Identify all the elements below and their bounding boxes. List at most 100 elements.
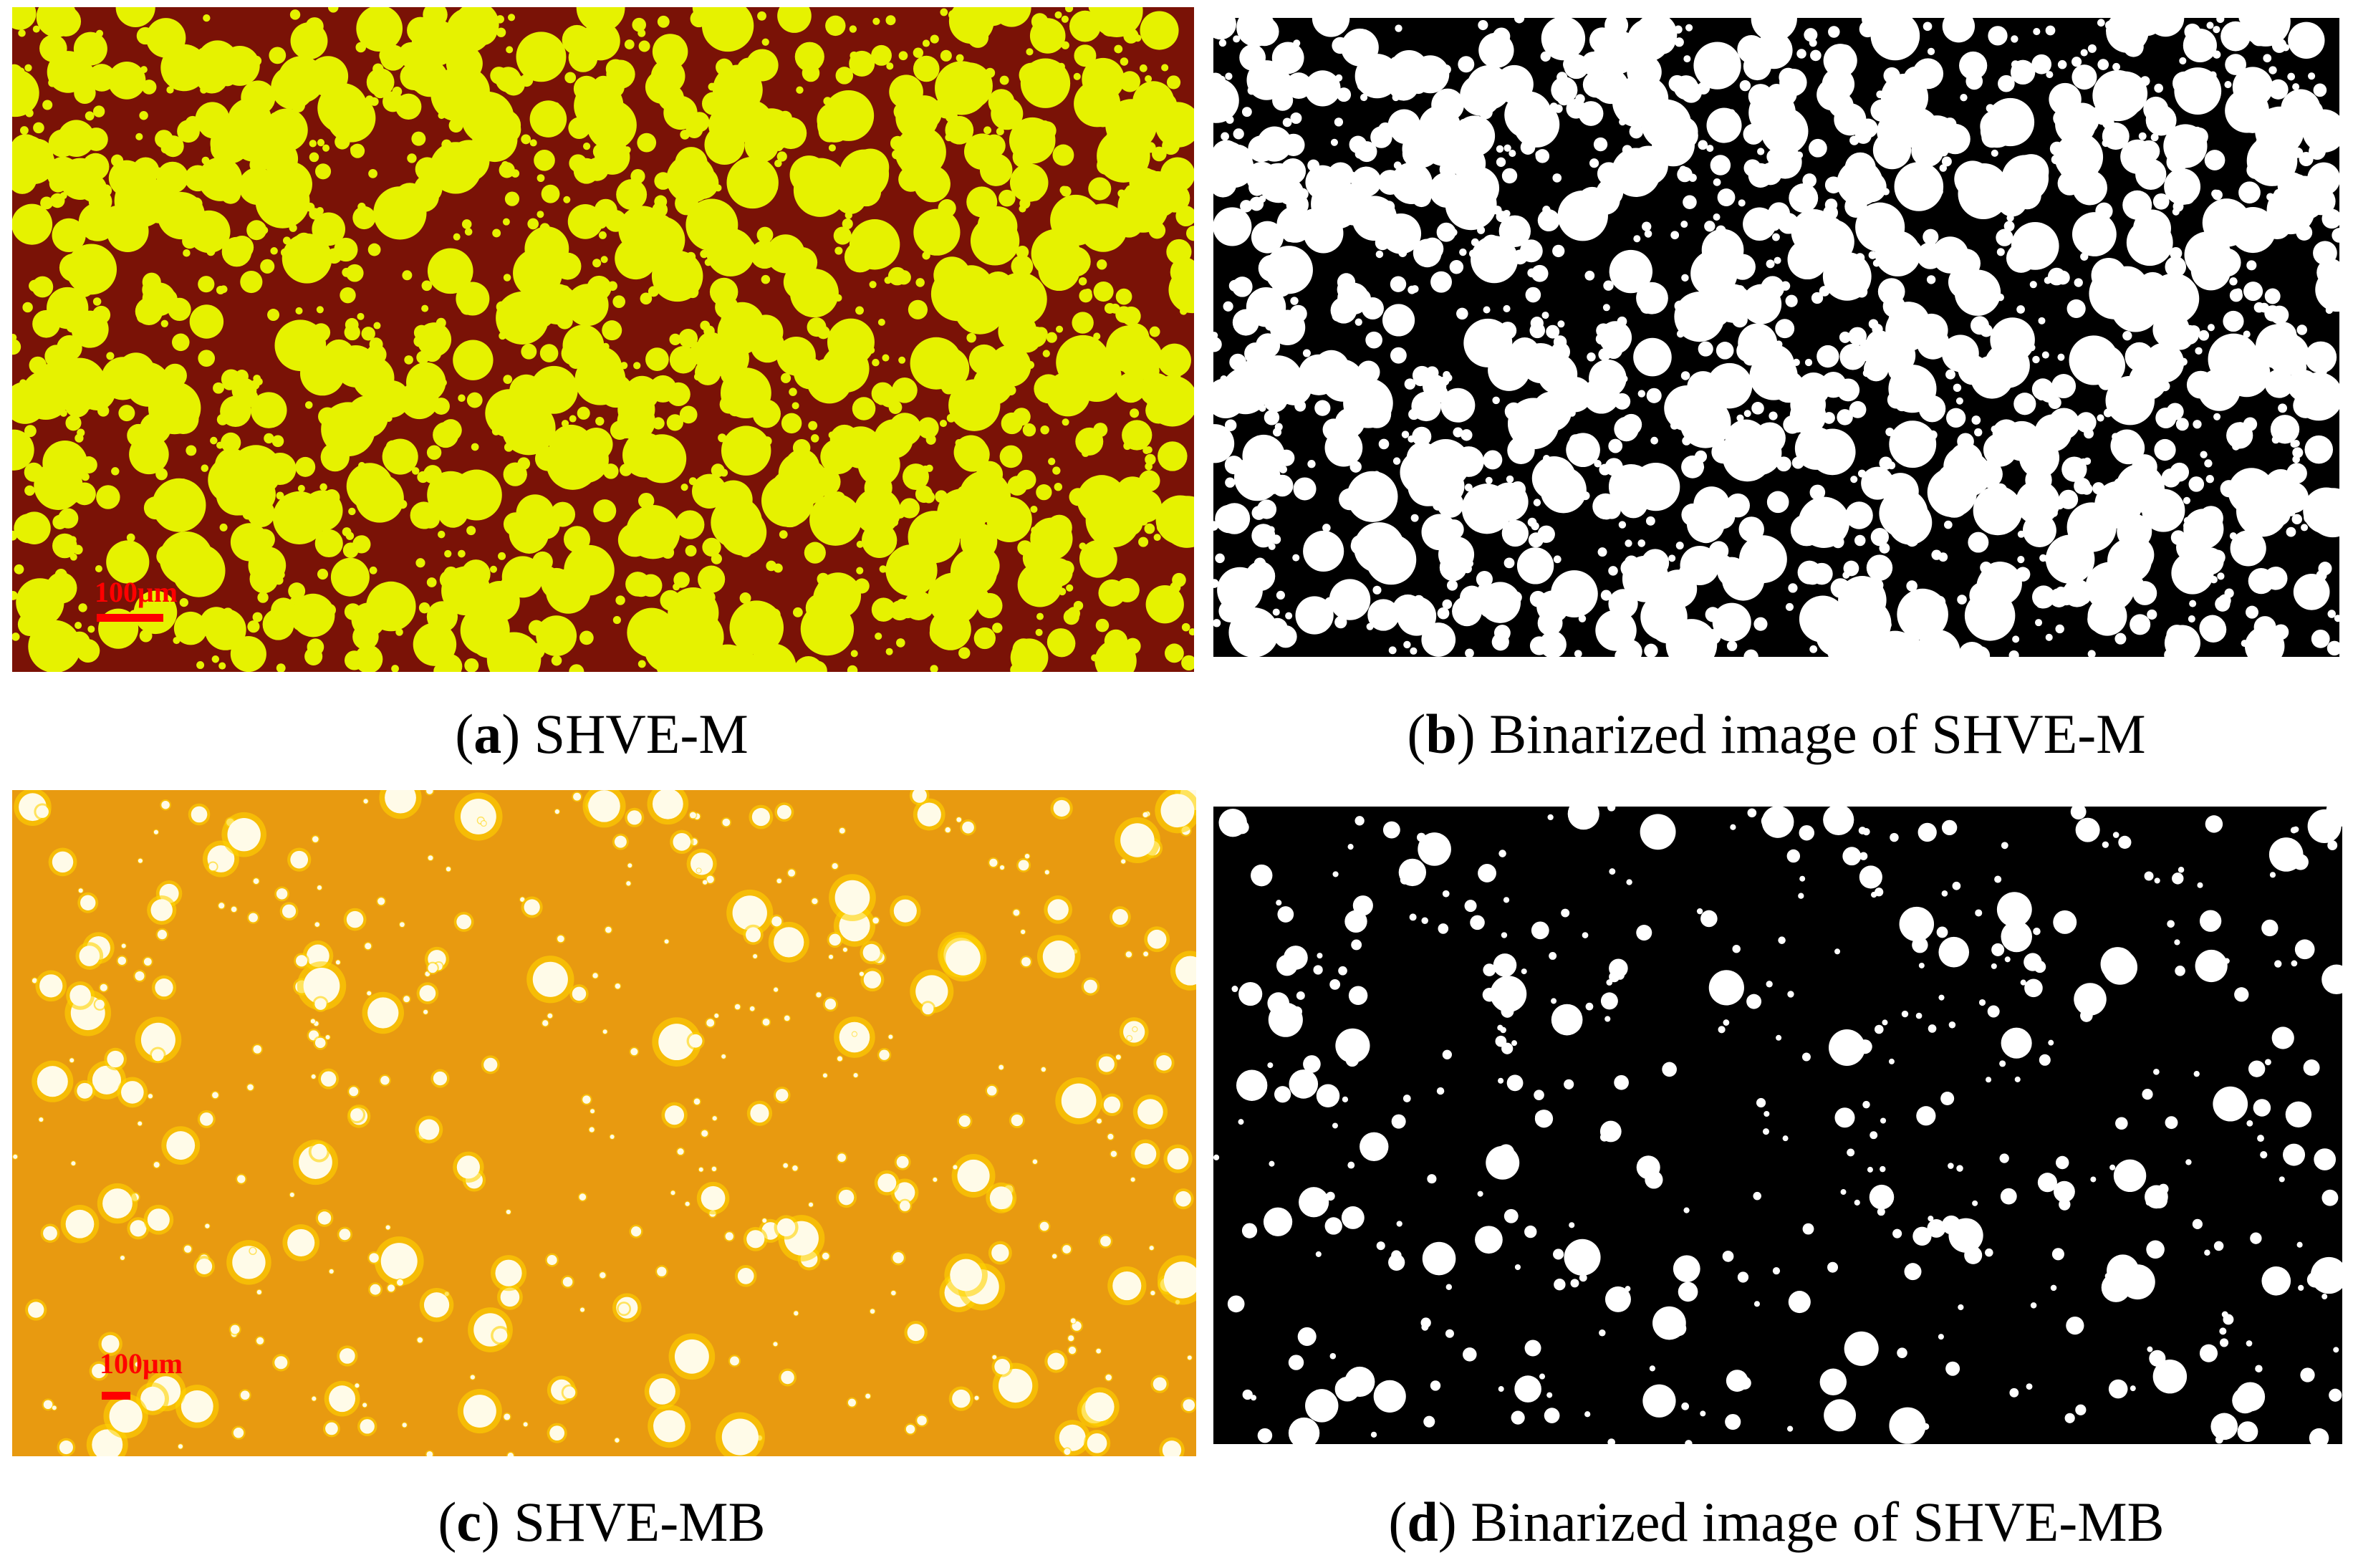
droplet <box>2174 939 2180 946</box>
droplet <box>2326 640 2339 656</box>
droplet <box>428 963 438 973</box>
droplet <box>2192 1218 2203 1229</box>
droplet <box>529 259 537 267</box>
droplet <box>1113 14 1121 22</box>
droplet <box>437 654 463 672</box>
droplet <box>1599 1329 1606 1337</box>
droplet <box>891 1290 896 1296</box>
droplet <box>788 869 796 877</box>
droplet <box>1324 1217 1342 1235</box>
droplet <box>1256 499 1277 519</box>
droplet <box>170 31 184 45</box>
droplet <box>109 1399 143 1433</box>
droplet <box>1315 1251 1322 1257</box>
droplet <box>1915 1012 1923 1019</box>
droplet <box>1998 74 2015 92</box>
droplet <box>1149 326 1160 337</box>
droplet <box>296 175 304 183</box>
droplet <box>2278 403 2287 413</box>
droplet <box>2087 44 2097 53</box>
droplet <box>1354 522 1405 573</box>
droplet <box>1001 412 1023 435</box>
droplet <box>2230 530 2266 567</box>
droplet <box>2139 245 2149 255</box>
droplet <box>1277 906 1294 923</box>
droplet <box>1907 636 1920 649</box>
droplet <box>2273 624 2289 640</box>
droplet <box>1334 441 1350 456</box>
droplet <box>1839 331 1851 343</box>
droplet <box>2033 927 2041 935</box>
droplet <box>678 329 698 348</box>
droplet <box>1274 625 1297 648</box>
droplet <box>1609 868 1616 875</box>
droplet <box>403 996 410 1003</box>
droplet <box>1986 104 1995 112</box>
droplet <box>1289 1069 1319 1099</box>
droplet <box>1857 1039 1872 1054</box>
droplet <box>2037 1173 2057 1193</box>
droplet <box>1142 812 1148 818</box>
droplet <box>277 571 285 579</box>
droplet <box>433 1071 448 1086</box>
droplet <box>2050 1284 2057 1292</box>
droplet <box>1294 400 1307 412</box>
droplet <box>282 233 332 284</box>
droplet <box>532 961 568 997</box>
droplet <box>751 318 770 337</box>
droplet <box>323 339 355 370</box>
droplet <box>1938 552 1948 562</box>
droplet <box>1213 424 1235 463</box>
droplet <box>37 1066 68 1097</box>
droplet <box>115 7 155 27</box>
droplet <box>2205 815 2223 833</box>
droplet <box>1981 126 2003 148</box>
droplet <box>196 61 228 94</box>
droplet <box>774 117 807 150</box>
droplet <box>419 985 436 1001</box>
droplet <box>1763 377 1780 394</box>
droplet <box>952 1389 971 1408</box>
droplet <box>871 382 895 405</box>
droplet <box>1079 539 1117 578</box>
droplet <box>1594 460 1602 468</box>
droplet <box>2263 476 2274 487</box>
droplet <box>12 633 20 641</box>
droplet <box>1251 295 1276 321</box>
droplet <box>559 285 570 296</box>
droplet <box>1834 103 1867 136</box>
droplet <box>576 7 625 32</box>
droplet <box>460 482 472 495</box>
droplet <box>2173 74 2188 88</box>
droplet <box>637 133 657 153</box>
droplet <box>1440 388 1476 423</box>
droplet <box>345 264 364 282</box>
droplet <box>1978 999 1986 1006</box>
droplet <box>1501 1042 1514 1054</box>
droplet <box>1928 1216 1934 1222</box>
droplet <box>2165 256 2187 278</box>
droplet <box>1926 275 1936 284</box>
droplet <box>1115 288 1132 305</box>
droplet <box>850 650 858 658</box>
caption-c: (c) SHVE-MB <box>438 1491 766 1553</box>
droplet <box>2291 960 2298 967</box>
droplet <box>832 862 838 870</box>
droplet <box>155 978 173 997</box>
droplet <box>1938 936 1970 968</box>
droplet <box>516 32 567 82</box>
droplet <box>2334 615 2339 622</box>
droplet <box>1508 150 1516 158</box>
droplet <box>34 461 83 510</box>
droplet <box>2074 278 2083 287</box>
droplet <box>615 1438 620 1443</box>
droplet <box>1156 1055 1172 1071</box>
droplet <box>1876 90 1885 99</box>
droplet <box>1396 1221 1402 1227</box>
droplet <box>1115 372 1146 403</box>
droplet <box>143 958 152 966</box>
droplet <box>58 508 79 529</box>
droplet <box>792 607 803 617</box>
droplet <box>1960 93 1968 102</box>
droplet <box>668 284 683 299</box>
